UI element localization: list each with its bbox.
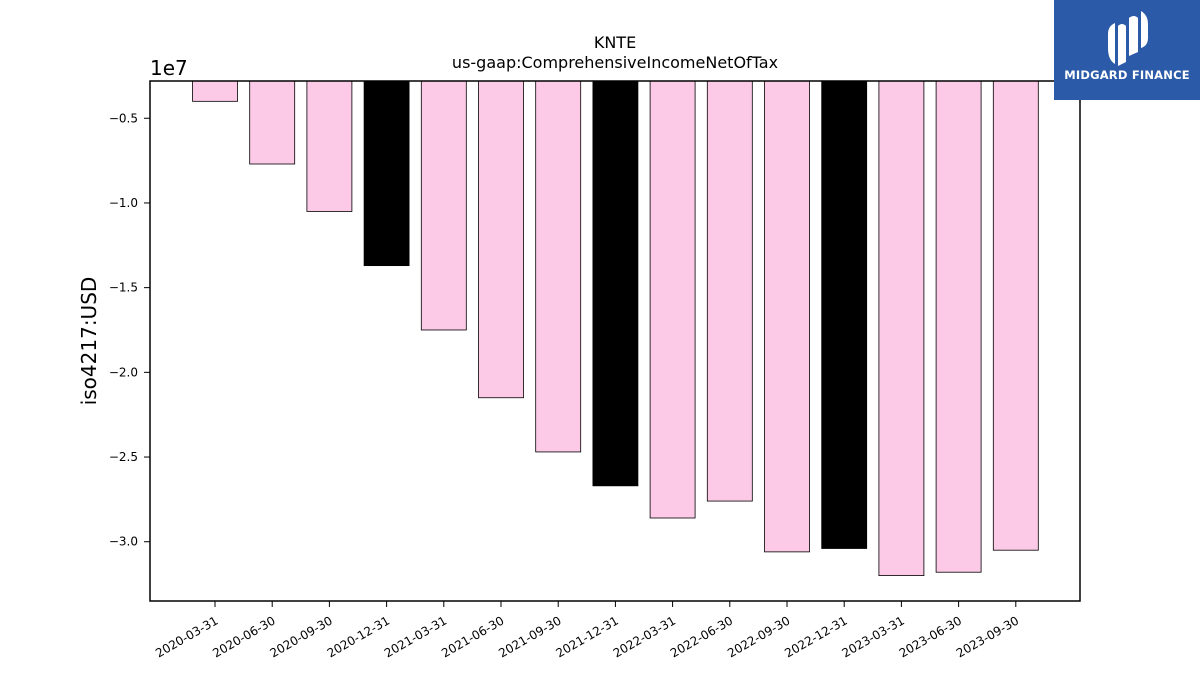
- brand-name: MIDGARD FINANCE: [1064, 68, 1190, 82]
- y-axis-offset-label: 1e7: [150, 56, 188, 80]
- y-tick-label: −0.5: [109, 111, 138, 125]
- x-tick-label: 2021-06-30: [439, 613, 506, 660]
- x-tick-label: 2023-09-30: [954, 613, 1021, 660]
- chart-subtitle: us-gaap:ComprehensiveIncomeNetOfTax: [452, 53, 778, 72]
- x-tick-label: 2020-06-30: [210, 613, 277, 660]
- x-tick-label: 2020-12-31: [325, 613, 392, 660]
- bar-2022-03-31: [649, 80, 696, 519]
- bar-2020-03-31: [192, 80, 238, 102]
- plot-frame: [149, 80, 1081, 602]
- x-tick-label: 2021-09-30: [496, 613, 563, 660]
- bar-2023-06-30: [935, 80, 982, 573]
- x-tick-label: 2022-06-30: [668, 613, 735, 660]
- y-tick-label: −2.5: [109, 450, 138, 464]
- bar-2020-09-30: [306, 80, 353, 212]
- bar-2021-12-31: [592, 80, 639, 487]
- brand-logo-panel: MIDGARD FINANCE: [1054, 0, 1200, 100]
- bar-2020-06-30: [249, 80, 296, 165]
- bar-2022-09-30: [764, 80, 810, 553]
- bar-2023-03-31: [878, 80, 925, 576]
- x-tick-label: 2020-03-31: [153, 613, 220, 660]
- x-tick-label: 2022-12-31: [782, 613, 849, 660]
- y-tick-label: −1.0: [109, 196, 138, 210]
- x-tick-label: 2022-09-30: [725, 613, 792, 660]
- x-axis-ticks: 2020-03-312020-06-302020-09-302020-12-31…: [153, 601, 1021, 660]
- bar-2021-06-30: [478, 80, 524, 399]
- y-axis-ticks: −0.5 −1.0 −1.5 −2.0 −2.5 −3.0: [109, 111, 150, 549]
- x-tick-label: 2020-09-30: [267, 613, 334, 660]
- x-tick-label: 2021-12-31: [553, 613, 620, 660]
- bar-2022-06-30: [706, 80, 753, 502]
- bar-2020-12-31: [363, 80, 410, 267]
- chart-title: KNTE: [594, 33, 636, 52]
- bars-group: [192, 80, 1039, 576]
- y-tick-label: −3.0: [109, 535, 138, 549]
- y-axis-label: iso4217:USD: [77, 277, 101, 406]
- x-tick-label: 2022-03-31: [611, 613, 678, 660]
- bar-2021-03-31: [420, 80, 467, 331]
- x-tick-label: 2023-03-31: [839, 613, 906, 660]
- bar-2023-09-30: [992, 80, 1039, 551]
- x-tick-label: 2023-06-30: [897, 613, 964, 660]
- midgard-logo-icon: [1108, 11, 1148, 66]
- bar-2021-09-30: [535, 80, 582, 453]
- y-tick-label: −1.5: [109, 281, 138, 295]
- x-tick-label: 2021-03-31: [382, 613, 449, 660]
- y-tick-label: −2.0: [109, 365, 138, 379]
- bar-2022-12-31: [821, 80, 868, 549]
